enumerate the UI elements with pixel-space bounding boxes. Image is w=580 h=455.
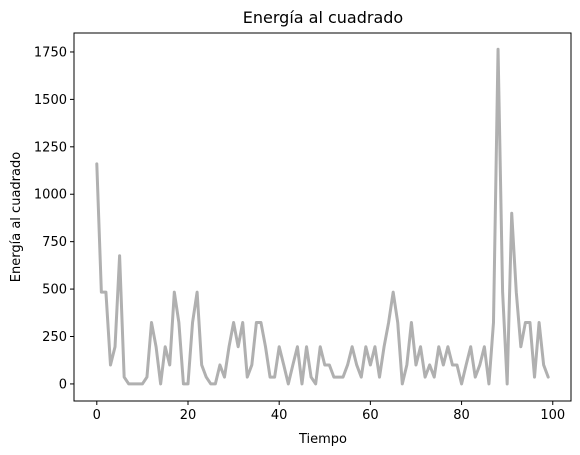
- x-axis: 0 20 40 60 80 100: [93, 401, 566, 423]
- y-tick-label: 250: [42, 330, 67, 345]
- x-axis-label: Tiempo: [298, 432, 347, 447]
- y-tick-label: 500: [42, 283, 67, 298]
- x-tick-label: 0: [93, 408, 101, 423]
- y-tick-label: 750: [42, 235, 67, 250]
- series-line-0: [97, 49, 548, 384]
- chart-title: Energía al cuadrado: [243, 8, 403, 27]
- x-tick-label: 20: [180, 408, 197, 423]
- y-axis: 0 250 500 750 1000 1250 1500 1750: [34, 45, 74, 392]
- x-tick-label: 40: [271, 408, 288, 423]
- y-axis-label: Energía al cuadrado: [9, 152, 24, 282]
- y-tick-label: 1000: [34, 188, 67, 203]
- x-tick-label: 60: [362, 408, 379, 423]
- y-tick-label: 0: [59, 377, 67, 392]
- y-tick-label: 1750: [34, 45, 67, 60]
- plot-area: [74, 33, 571, 401]
- y-tick-label: 1250: [34, 140, 67, 155]
- x-tick-label: 80: [453, 408, 470, 423]
- series-layer: [97, 49, 548, 384]
- x-tick-label: 100: [540, 408, 565, 423]
- y-tick-label: 1500: [34, 93, 67, 108]
